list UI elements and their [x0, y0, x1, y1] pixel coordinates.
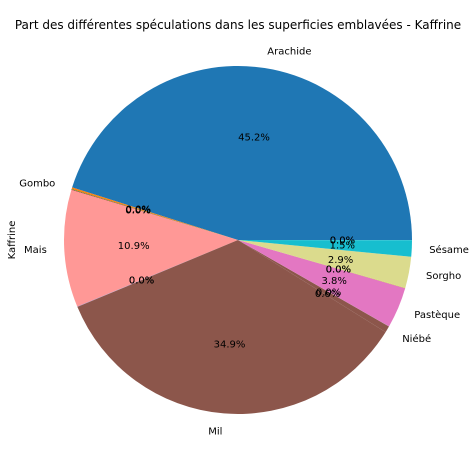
slice-percent-label: 0.0%: [330, 236, 355, 247]
slice-percent-label: 0.0%: [129, 276, 154, 287]
pie-slice: [71, 187, 239, 240]
pie-slice: [71, 188, 239, 240]
slice-percent-label: 45.2%: [238, 132, 270, 143]
slice-category-label: Arachide: [267, 46, 311, 57]
slice-category-label: Mais: [24, 245, 47, 256]
pie-slice: [238, 240, 406, 327]
slice-percent-label: 0.0%: [125, 205, 150, 216]
slice-percent-label: 0.0%: [129, 276, 154, 287]
slice-category-label: Sésame: [429, 244, 469, 256]
slice-percent-label: 2.9%: [328, 255, 353, 266]
slice-category-label: Gombo: [19, 179, 55, 190]
chart-title: Part des différentes spéculations dans l…: [15, 18, 461, 32]
slice-category-label: Mil: [208, 426, 222, 437]
pie-slice: [77, 240, 386, 414]
slice-percent-label: 34.9%: [214, 340, 246, 351]
y-axis-label: Kaffrine: [7, 221, 18, 260]
pie-slices: [64, 65, 413, 414]
slice-percent-label: 0.0%: [330, 236, 355, 247]
slice-percent-label: 0.0%: [326, 264, 351, 275]
slice-percent-label: 0.0%: [326, 264, 351, 275]
pie-slice: [72, 65, 412, 240]
pie-slice: [238, 240, 412, 288]
pie-slice: [77, 240, 238, 307]
slice-category-label: Pastèque: [414, 309, 460, 321]
slice-category-label: Niébé: [402, 333, 431, 345]
slice-percent-label: 0.0%: [126, 204, 151, 215]
slice-percent-label: 10.9%: [118, 241, 150, 252]
pie-slice: [238, 240, 406, 289]
slice-category-label: Sorgho: [426, 271, 461, 282]
slice-percent-label: 0.6%: [315, 289, 340, 300]
pie-slice: [238, 240, 412, 257]
pie-labels: 45.2% Arachide 0.0% Gombo 0.0% 0.0% 10.9% Mais 0…: [19, 46, 469, 437]
pie-slice: [77, 240, 238, 307]
slice-percent-label: 0.0%: [125, 205, 150, 216]
slice-percent-label: 3.8%: [321, 276, 346, 287]
slice-percent-label: 1.5%: [330, 241, 355, 252]
pie-slice: [64, 190, 238, 307]
pie-slice: [71, 189, 238, 240]
pie-slice: [238, 240, 389, 333]
slice-percent-label: 0.0%: [316, 287, 341, 298]
pie-slice: [238, 240, 390, 327]
pie-slice: [238, 240, 406, 289]
